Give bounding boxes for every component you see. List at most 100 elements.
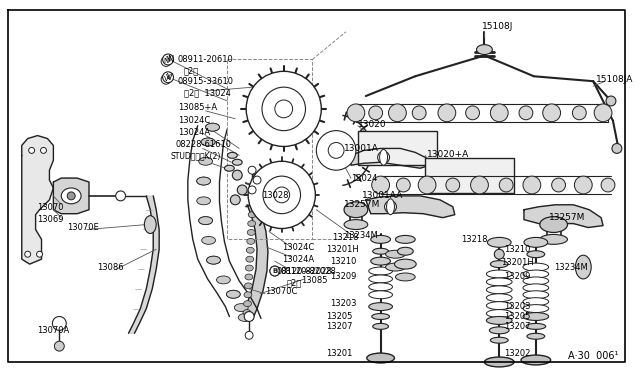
Circle shape (230, 195, 240, 205)
Ellipse shape (145, 216, 156, 234)
Ellipse shape (486, 278, 512, 286)
Ellipse shape (371, 235, 390, 243)
Text: N: N (165, 57, 171, 62)
Ellipse shape (369, 275, 392, 283)
Text: 13024A: 13024A (282, 255, 314, 264)
Ellipse shape (227, 153, 237, 158)
Ellipse shape (367, 353, 394, 363)
Text: 13070A: 13070A (38, 326, 70, 335)
Circle shape (347, 104, 365, 122)
Ellipse shape (196, 197, 211, 205)
Ellipse shape (202, 237, 216, 244)
Circle shape (396, 178, 410, 192)
Text: 13207: 13207 (504, 322, 531, 331)
Circle shape (253, 176, 261, 184)
Polygon shape (524, 205, 603, 228)
Text: （2）: （2） (287, 278, 302, 288)
Circle shape (519, 106, 533, 120)
Circle shape (523, 176, 541, 194)
Ellipse shape (198, 157, 212, 165)
Ellipse shape (369, 283, 392, 291)
Ellipse shape (196, 177, 211, 185)
Text: 15108J: 15108J (481, 22, 513, 31)
Ellipse shape (486, 270, 512, 278)
Text: 08915-33610: 08915-33610 (178, 77, 234, 86)
Ellipse shape (201, 138, 215, 146)
Circle shape (438, 104, 456, 122)
Ellipse shape (247, 238, 255, 244)
Ellipse shape (372, 314, 390, 320)
Text: 08120-82028: 08120-82028 (277, 266, 333, 276)
Ellipse shape (369, 267, 392, 275)
Circle shape (372, 176, 390, 194)
Text: 13024A: 13024A (178, 128, 210, 137)
Circle shape (161, 74, 171, 84)
Text: 13203: 13203 (504, 302, 531, 311)
Circle shape (52, 317, 66, 330)
Text: A·30  006¹: A·30 006¹ (568, 351, 619, 361)
Ellipse shape (369, 291, 392, 299)
Text: 13020+A: 13020+A (427, 150, 469, 159)
Ellipse shape (196, 177, 211, 185)
Ellipse shape (385, 263, 405, 271)
Circle shape (163, 54, 173, 65)
Text: 13085+A: 13085+A (178, 103, 217, 112)
Circle shape (470, 176, 488, 194)
Ellipse shape (526, 323, 546, 329)
Circle shape (378, 151, 390, 163)
Ellipse shape (575, 255, 591, 279)
Text: 13070C: 13070C (265, 287, 298, 296)
Ellipse shape (521, 355, 550, 365)
Circle shape (232, 170, 242, 180)
Polygon shape (129, 196, 159, 333)
Text: V: V (167, 73, 173, 82)
Text: 13205: 13205 (504, 312, 531, 321)
Text: N: N (163, 58, 169, 64)
Ellipse shape (396, 273, 415, 281)
Ellipse shape (484, 357, 514, 367)
Text: 13209: 13209 (330, 272, 356, 282)
Text: 13086: 13086 (97, 263, 124, 272)
Circle shape (388, 104, 406, 122)
Circle shape (270, 266, 280, 276)
Ellipse shape (243, 301, 252, 307)
Text: 13203: 13203 (330, 299, 356, 308)
Ellipse shape (198, 217, 212, 225)
Ellipse shape (527, 333, 545, 339)
Circle shape (574, 176, 592, 194)
Ellipse shape (397, 247, 413, 255)
Text: 13205: 13205 (326, 312, 353, 321)
Ellipse shape (371, 257, 390, 265)
Ellipse shape (486, 302, 512, 310)
Text: 13202: 13202 (504, 349, 531, 357)
Circle shape (161, 57, 171, 66)
Ellipse shape (201, 138, 215, 146)
Ellipse shape (490, 327, 509, 334)
Polygon shape (241, 205, 268, 320)
Ellipse shape (486, 310, 512, 317)
Text: N: N (167, 55, 173, 64)
Ellipse shape (385, 250, 405, 258)
Ellipse shape (369, 303, 392, 311)
Ellipse shape (232, 159, 242, 165)
Ellipse shape (523, 312, 548, 320)
FancyBboxPatch shape (358, 131, 437, 165)
Circle shape (606, 96, 616, 106)
Circle shape (369, 106, 383, 120)
Ellipse shape (198, 217, 212, 225)
Ellipse shape (394, 259, 416, 269)
Polygon shape (22, 135, 53, 264)
Circle shape (246, 71, 321, 147)
Ellipse shape (344, 219, 368, 230)
Ellipse shape (344, 202, 368, 218)
Ellipse shape (207, 256, 220, 264)
Polygon shape (366, 196, 455, 218)
Circle shape (316, 131, 356, 170)
Ellipse shape (244, 283, 252, 289)
Ellipse shape (248, 212, 256, 218)
Circle shape (36, 251, 42, 257)
Text: 13201H: 13201H (326, 245, 359, 254)
Circle shape (25, 251, 31, 257)
Circle shape (446, 178, 460, 192)
Text: 13210: 13210 (504, 245, 531, 254)
